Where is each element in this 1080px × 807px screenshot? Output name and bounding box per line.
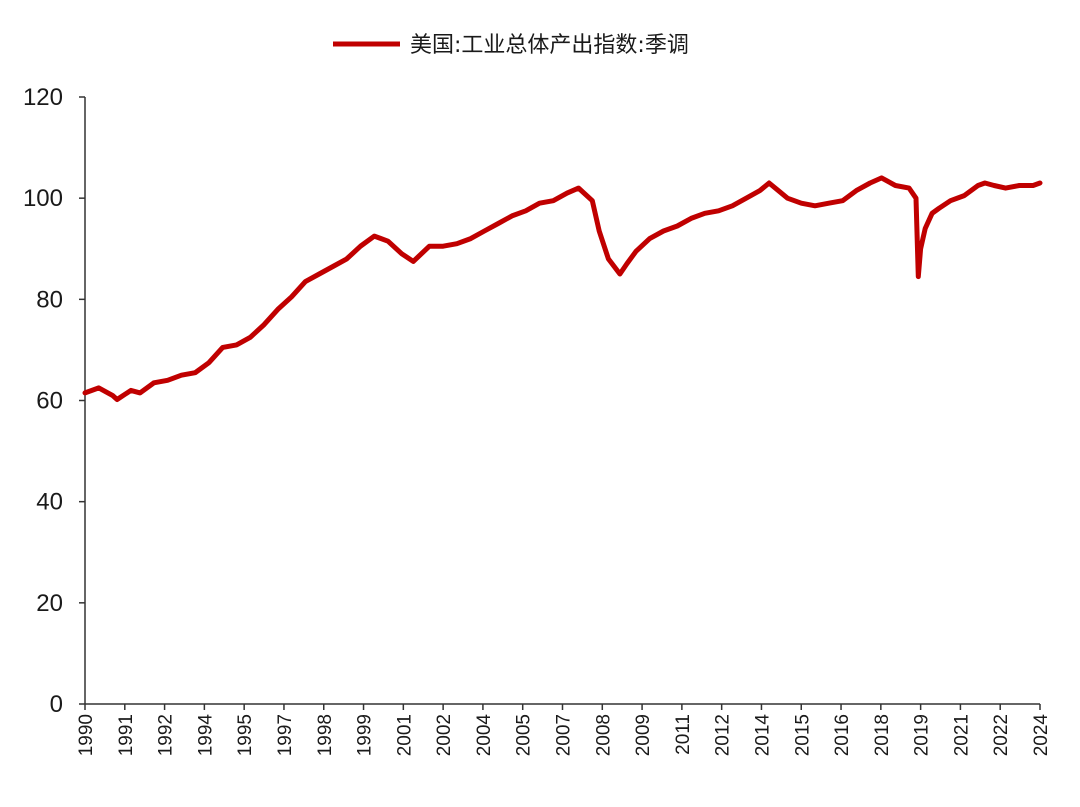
x-tick-label: 2012: [713, 714, 734, 756]
x-tick-label: 2008: [593, 714, 614, 756]
legend: 美国:工业总体产出指数:季调: [333, 33, 689, 58]
x-tick-label: 1992: [156, 714, 177, 756]
x-tick-label: 1994: [195, 714, 216, 757]
y-tick-label: 20: [36, 590, 63, 617]
x-tick-label: 1991: [116, 714, 137, 756]
x-tick-label: 2007: [554, 714, 575, 756]
x-tick-label: 2019: [912, 714, 933, 756]
y-tick-label: 0: [50, 691, 63, 718]
x-tick-label: 1998: [315, 714, 336, 756]
x-tick-label: 1999: [355, 714, 376, 756]
x-tick-label: 2015: [792, 714, 813, 756]
x-tick-label: 1990: [76, 714, 97, 756]
y-axis-ticks: 0 20 40 60 80 100 120: [23, 84, 85, 718]
x-tick-label: 2014: [752, 714, 773, 757]
legend-label-series: 美国:工业总体产出指数:季调: [410, 33, 689, 58]
x-tick-label: 2018: [872, 714, 893, 756]
y-tick-label: 40: [36, 489, 63, 516]
x-tick-label: 2022: [991, 714, 1012, 756]
x-tick-label: 2002: [434, 714, 455, 756]
y-tick-label: 60: [36, 388, 63, 415]
y-tick-label: 120: [23, 84, 63, 111]
x-tick-label: 2021: [951, 714, 972, 756]
x-tick-label: 2001: [394, 714, 415, 756]
series-line-industrial-production: [82, 175, 1043, 402]
x-tick-label: 2009: [633, 714, 654, 756]
y-tick-label: 80: [36, 286, 63, 313]
x-tick-label: 2011: [673, 714, 694, 755]
y-tick-label: 100: [23, 185, 63, 212]
x-axis-ticks: 1990 1991 1992 1994 1995 1997 1998 1999 2001 2002…: [76, 704, 1052, 756]
x-tick-label: 2024: [1031, 714, 1052, 757]
x-tick-label: 1997: [275, 714, 296, 756]
x-tick-label: 2016: [832, 714, 853, 756]
x-tick-label: 1995: [235, 714, 256, 756]
x-tick-label: 2005: [514, 714, 535, 756]
x-tick-label: 2004: [474, 714, 495, 757]
